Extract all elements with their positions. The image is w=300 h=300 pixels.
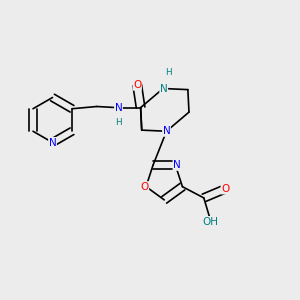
Text: H: H [165, 68, 172, 77]
Text: N: N [115, 103, 122, 112]
Text: O: O [221, 184, 229, 194]
Text: N: N [49, 137, 56, 148]
Text: N: N [173, 160, 181, 170]
Text: H: H [115, 118, 122, 127]
Text: O: O [133, 80, 141, 90]
Text: OH: OH [202, 217, 218, 226]
Text: N: N [163, 126, 170, 136]
Text: O: O [140, 182, 149, 192]
Text: N: N [160, 83, 168, 94]
